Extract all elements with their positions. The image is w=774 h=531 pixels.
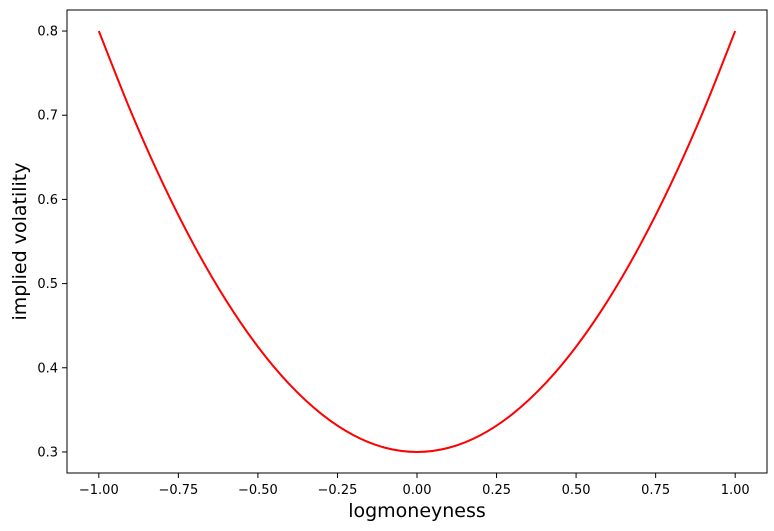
y-tick-label: 0.4 [37,361,58,376]
y-tick-label: 0.3 [37,445,58,460]
x-tick-label: −1.00 [79,483,119,498]
y-tick-label: 0.7 [37,109,58,124]
y-axis-title: implied volatility [9,163,31,321]
plot-area [66,9,768,474]
x-tick-label: −0.25 [318,483,358,498]
x-tick-label: 0.00 [403,483,432,498]
x-axis-title: logmoneyness [348,500,486,522]
x-ticks: −1.00 −0.75 −0.50 −0.25 0.00 0.25 0.50 0.75 1.00 [79,473,750,498]
y-tick-label: 0.5 [37,277,58,292]
y-tick-label: 0.8 [37,25,58,40]
x-tick-label: −0.75 [158,483,198,498]
x-tick-label: −0.50 [238,483,278,498]
x-tick-label: 1.00 [721,483,750,498]
x-tick-label: 0.25 [482,483,511,498]
series-line [97,30,737,453]
x-tick-label: 0.50 [562,483,591,498]
x-tick-label: 0.75 [641,483,670,498]
y-tick-label: 0.6 [37,193,58,208]
series-layer [97,30,737,453]
y-ticks: 0.3 0.4 0.5 0.6 0.7 0.8 [37,25,67,460]
